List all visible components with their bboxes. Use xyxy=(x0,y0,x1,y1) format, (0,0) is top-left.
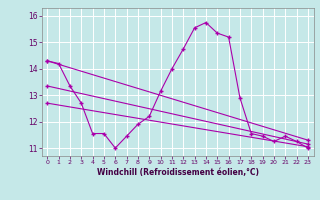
X-axis label: Windchill (Refroidissement éolien,°C): Windchill (Refroidissement éolien,°C) xyxy=(97,168,259,177)
